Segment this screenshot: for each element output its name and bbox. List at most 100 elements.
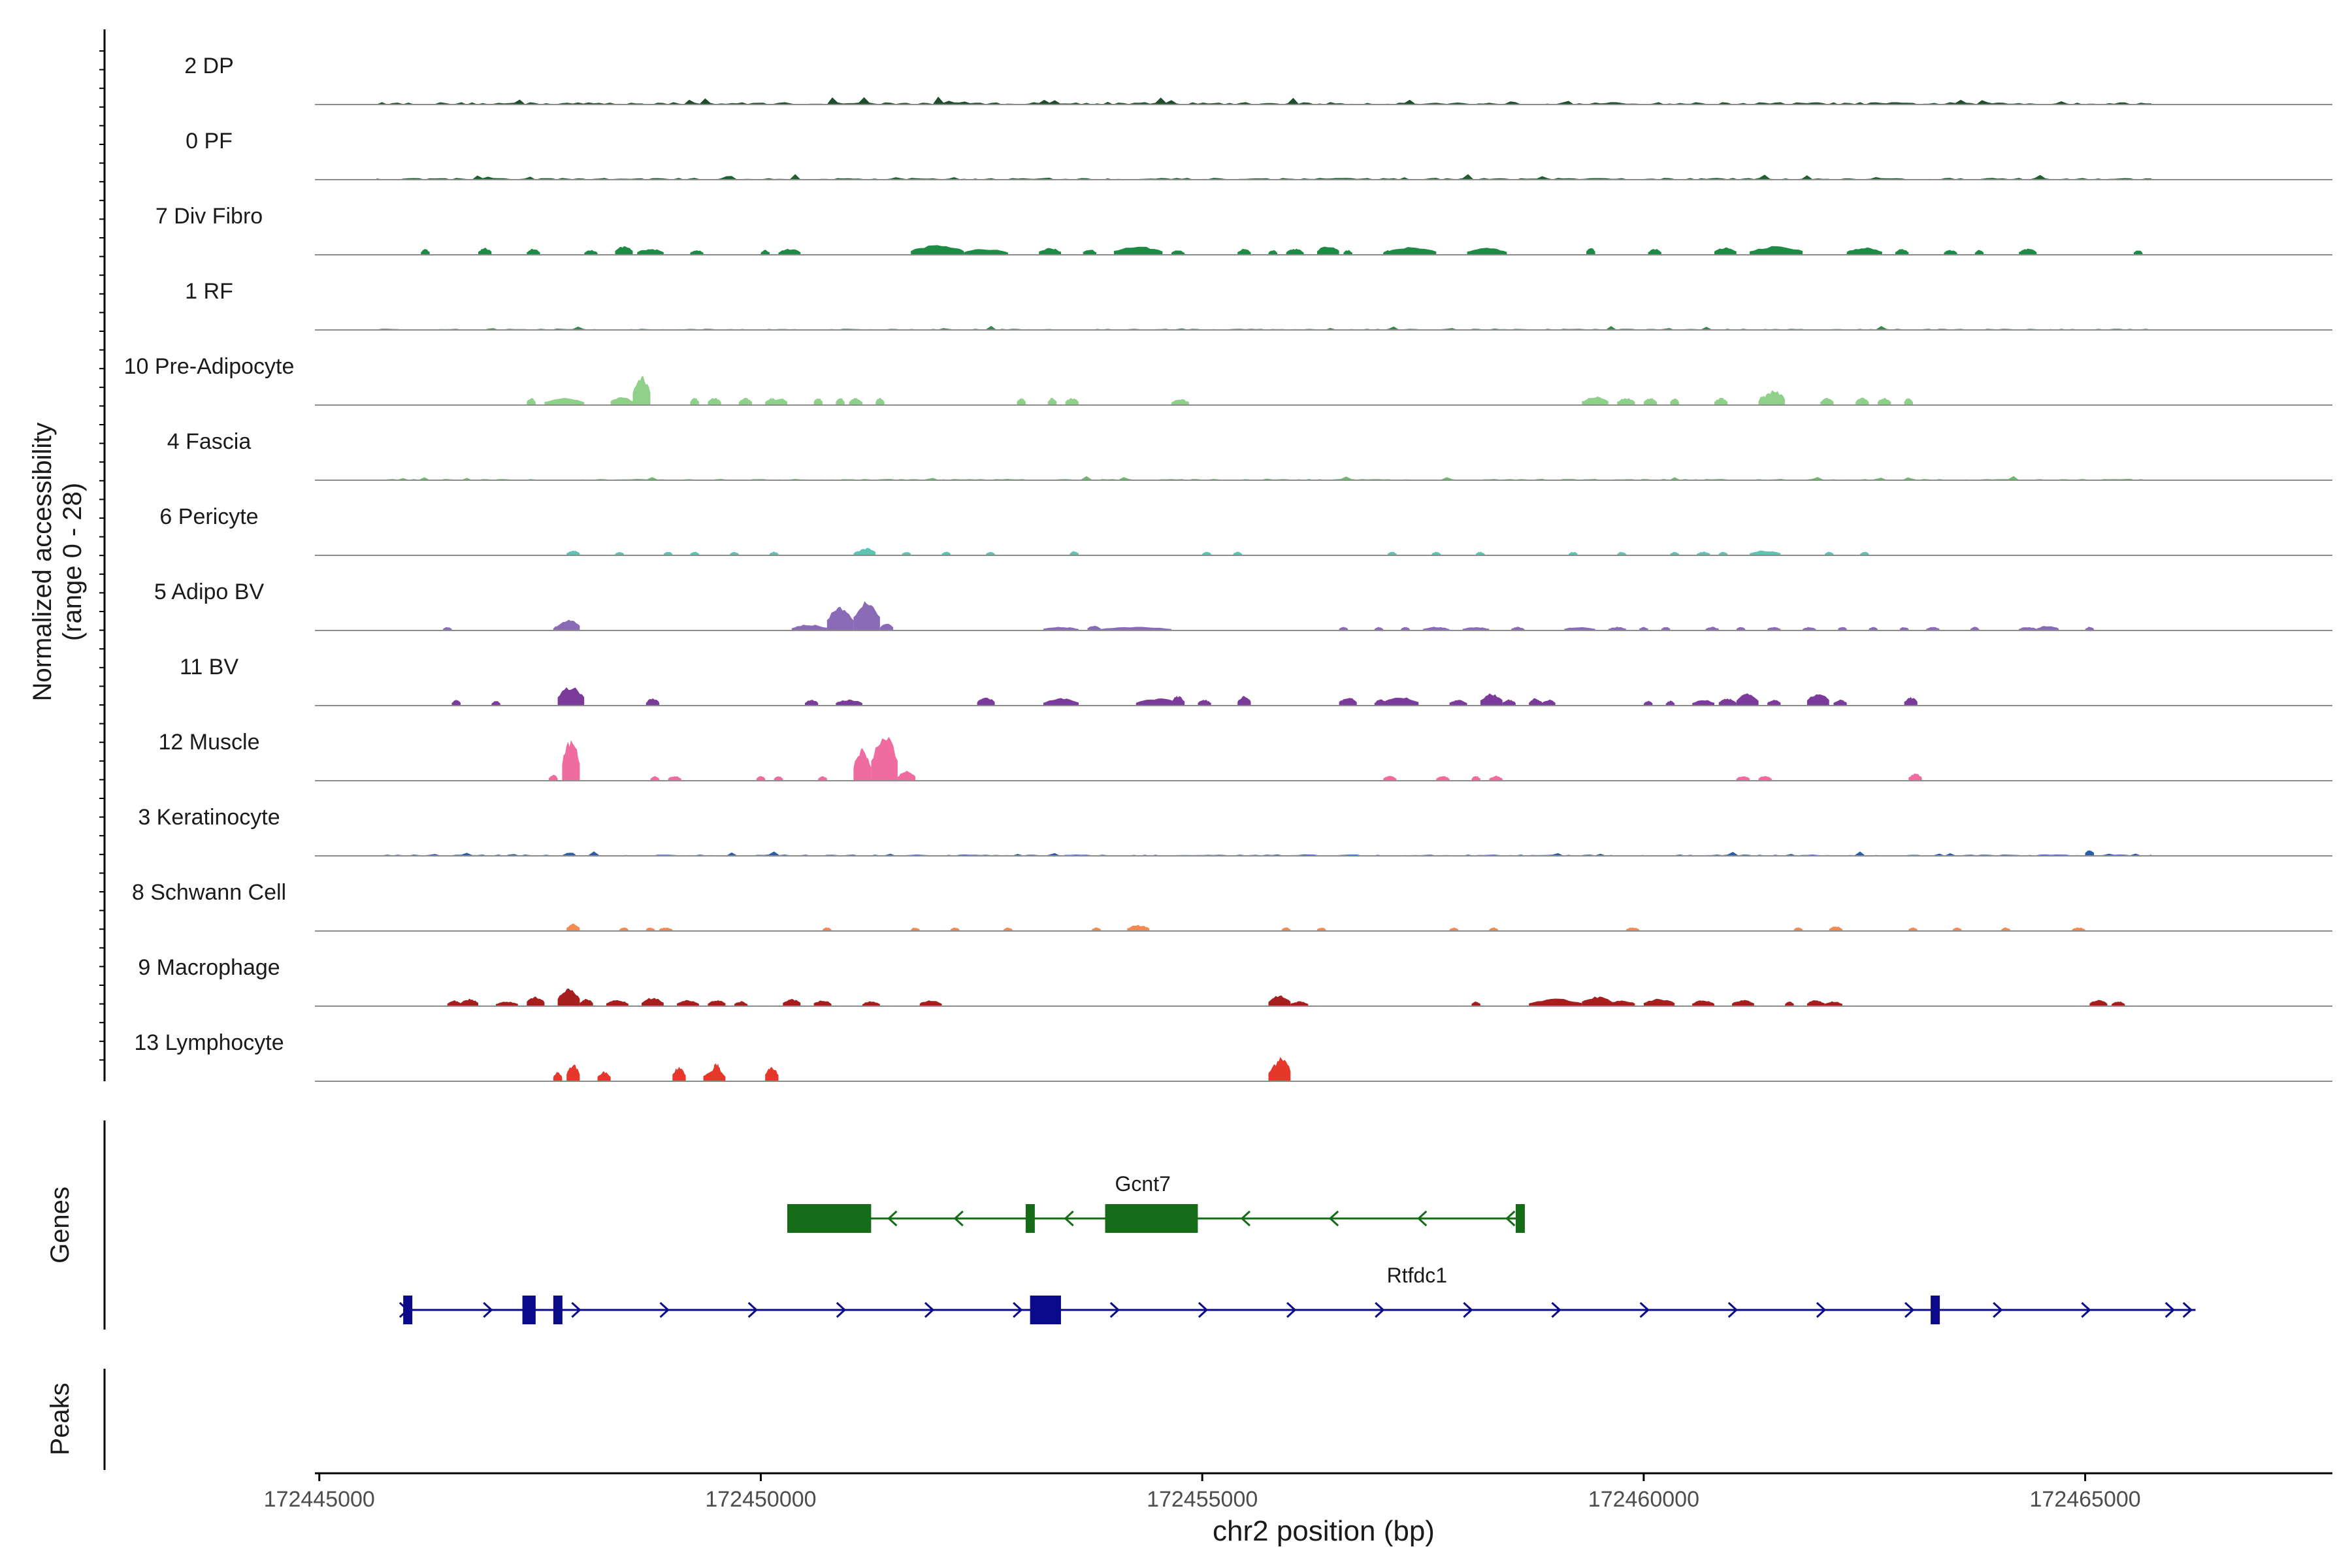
coverage-peak: [770, 551, 779, 555]
coverage-peak: [730, 551, 739, 555]
coverage-peak: [1529, 998, 1582, 1006]
coverage-peak: [527, 248, 540, 255]
coverage-peak: [615, 246, 633, 255]
coverage-peak: [1869, 627, 1878, 630]
coverage-peak: [919, 1000, 942, 1006]
strand-arrow: [1198, 1301, 1209, 1318]
coverage-peak: [557, 988, 580, 1006]
coverage-peak: [1758, 395, 1768, 405]
x-tick-label: 172460000: [1588, 1487, 1699, 1512]
coverage-peak: [1316, 246, 1339, 255]
track-12: 8 Schwann Cell: [132, 880, 2332, 932]
coverage-peak: [1286, 248, 1304, 255]
coverage-peak: [1643, 398, 1658, 405]
coverage-peak: [1899, 627, 1909, 630]
coverage-peak: [853, 748, 872, 781]
gene-gcnt7: Gcnt7: [787, 1172, 1525, 1233]
strand-arrow: [1816, 1301, 1827, 1318]
coverage-peak: [580, 998, 593, 1006]
coverage-peak: [690, 397, 699, 405]
coverage-peak: [941, 551, 951, 555]
coverage-peak: [690, 250, 704, 255]
coverage-peak: [1908, 774, 1922, 781]
coverage-peak: [1829, 926, 1842, 931]
gene-annotations: Gcnt7 Rtfdc1: [399, 1172, 2196, 1324]
coverage-peak: [1087, 625, 1101, 630]
track-label: 3 Keratinocyte: [138, 805, 280, 830]
coverage-peak: [1083, 250, 1096, 255]
coverage-peak: [606, 1000, 629, 1006]
coverage-peak: [1793, 927, 1803, 931]
coverage-peak: [1952, 927, 1962, 931]
coverage-peak: [2072, 927, 2085, 931]
coverage-peak: [791, 625, 827, 630]
coverage-peak: [1564, 627, 1595, 630]
coverage-peak: [708, 1000, 726, 1006]
coverage-peak: [491, 701, 500, 706]
coverage-peak: [756, 776, 766, 781]
coverage-peak: [1846, 247, 1882, 255]
coverage-peak: [597, 1071, 611, 1081]
strand-arrow: [1551, 1301, 1561, 1318]
coverage-peak: [1714, 397, 1728, 405]
coverage-peak: [1467, 248, 1507, 255]
coverage-peak: [1944, 250, 1957, 255]
coverage-peak: [1714, 248, 1737, 255]
coverage-peak: [496, 1002, 518, 1006]
coverage-peak: [1374, 627, 1384, 630]
coverage-peak: [1233, 551, 1242, 555]
coverage-peak: [853, 551, 862, 555]
coverage-peak: [1926, 627, 1940, 630]
strand-arrow: [483, 1301, 493, 1318]
strand-arrow: [2182, 1301, 2193, 1318]
coverage-peak: [2036, 626, 2059, 630]
coverage-peak: [1171, 250, 1185, 255]
coverage-peak: [1401, 627, 1410, 630]
coverage-peak: [1100, 627, 1171, 630]
coverage-peak: [813, 1000, 832, 1006]
coverage-peak: [584, 250, 598, 255]
track-label: 6 Pericyte: [159, 504, 258, 529]
coverage-peak: [1202, 551, 1211, 555]
coverage-peak: [1625, 927, 1640, 931]
strand-arrow: [1064, 1210, 1074, 1227]
coverage-peak: [783, 998, 801, 1006]
coverage-peak: [862, 1001, 880, 1006]
coverage-peak: [1661, 627, 1671, 630]
coverage-peak: [1423, 627, 1450, 630]
genes-section-label: Genes: [46, 1186, 74, 1264]
strand-arrow: [1639, 1301, 1650, 1318]
coverage-peak: [1665, 700, 1675, 706]
track-11: 3 Keratinocyte: [138, 805, 2332, 857]
coverage-peak: [1617, 398, 1635, 405]
coverage-peak: [2019, 627, 2037, 630]
coverage-peak: [977, 697, 995, 706]
coverage-peak: [2001, 927, 2010, 931]
coverage-peak: [637, 249, 664, 255]
strand-arrow: [2164, 1301, 2175, 1318]
track-label: 10 Pre-Adipocyte: [124, 354, 295, 379]
background-coverage: [376, 476, 2151, 480]
coverage-peak: [774, 776, 783, 781]
coverage-peak: [1692, 700, 1714, 706]
coverage-peak: [774, 398, 787, 405]
coverage-peak: [1824, 551, 1834, 555]
coverage-peak: [2085, 627, 2095, 630]
coverage-peak: [1127, 924, 1150, 931]
coverage-peak: [1763, 390, 1786, 405]
coverage-peak: [615, 551, 624, 555]
gene-name: Gcnt7: [1115, 1172, 1171, 1196]
coverage-peak: [1343, 250, 1352, 255]
coverage-peak: [1449, 927, 1459, 931]
coverage-peak: [1670, 551, 1679, 555]
x-tick-label: 172465000: [2030, 1487, 2141, 1512]
peaks-section-label: Peaks: [46, 1382, 74, 1455]
coverage-peak: [765, 1067, 779, 1081]
coverage-peak: [1643, 700, 1653, 706]
gene-exon: [522, 1296, 536, 1324]
coverage-peak: [1608, 1000, 1635, 1006]
coverage-peak: [1970, 627, 1980, 630]
coverage-peak: [1878, 397, 1891, 405]
coverage-peak: [632, 376, 651, 405]
